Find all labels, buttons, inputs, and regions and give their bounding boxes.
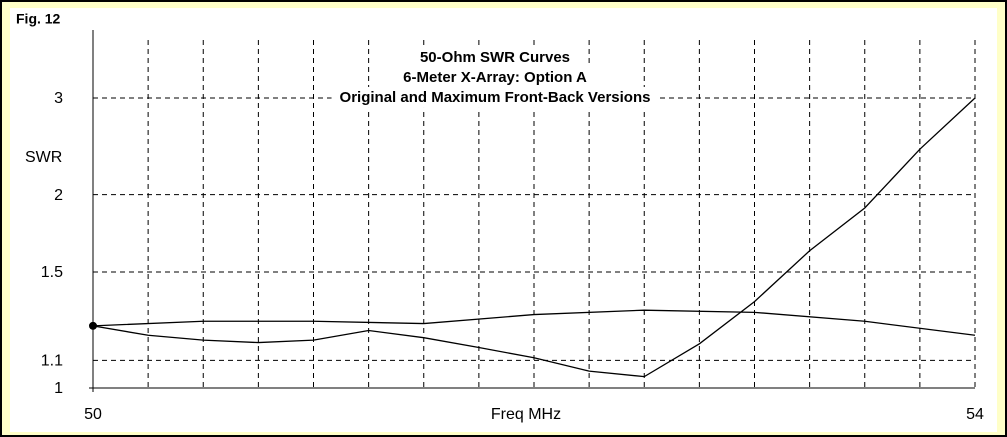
title-background <box>331 86 659 108</box>
chart-title: 6-Meter X-Array: Option A <box>403 69 587 86</box>
y-tick-label: 2 <box>54 187 63 204</box>
chart-title: Original and Maximum Front-Back Versions <box>340 89 651 106</box>
series-line <box>92 309 976 336</box>
title-background <box>411 46 579 68</box>
x-axis-label: Freq MHz <box>491 406 561 423</box>
x-tick-label: 50 <box>84 406 102 423</box>
label-background <box>23 149 65 167</box>
y-tick-label: 1.1 <box>41 353 63 370</box>
y-tick-label: 1 <box>54 380 63 397</box>
y-tick-label: 1.5 <box>41 264 63 281</box>
title-background <box>395 66 595 88</box>
x-tick-label: 54 <box>966 406 984 423</box>
marks-layer <box>89 97 976 378</box>
chart-title: 50-Ohm SWR Curves <box>420 49 570 66</box>
series-line <box>92 97 976 378</box>
y-axis-label: SWR <box>25 149 62 166</box>
labels-layer: Fig. 12 SWR Freq MHz 50 54 1 1.1 1.5 2 3 50-Ohm… <box>16 11 984 424</box>
y-tick-label: 3 <box>54 90 63 107</box>
figure-label: Fig. 12 <box>16 11 61 27</box>
